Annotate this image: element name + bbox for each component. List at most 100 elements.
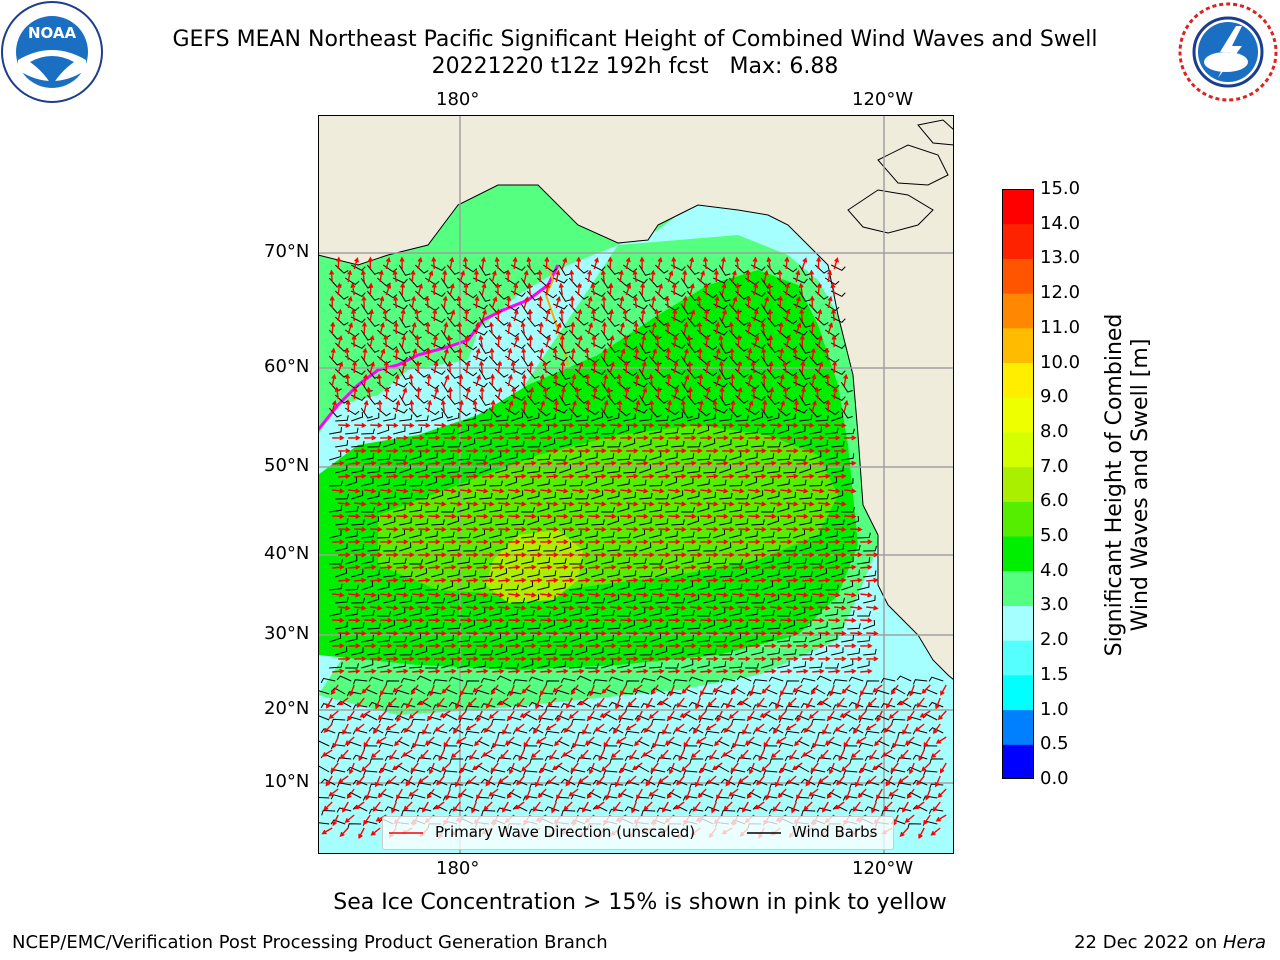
wave-arrow	[504, 736, 515, 746]
wave-arrow	[411, 348, 417, 361]
wave-arrow	[337, 775, 349, 784]
wave-arrow	[460, 513, 473, 519]
wave-arrow	[444, 617, 457, 623]
wind-barb	[641, 809, 656, 816]
wave-arrow	[789, 749, 797, 761]
wind-barb	[351, 290, 366, 298]
wind-barb	[633, 479, 647, 487]
wind-barb	[718, 316, 731, 328]
wind-barb	[761, 610, 775, 617]
wind-barb	[506, 766, 522, 773]
wave-arrow	[492, 513, 505, 519]
wave-arrow	[428, 435, 441, 441]
wave-arrow	[828, 513, 841, 519]
wave-arrow	[865, 723, 877, 731]
wave-arrow	[817, 775, 829, 784]
wind-barb	[729, 662, 743, 669]
wind-barb	[505, 555, 518, 565]
wind-barb	[441, 428, 455, 435]
wave-arrow	[694, 775, 701, 788]
wind-barb	[767, 491, 780, 500]
wave-arrow	[393, 321, 399, 335]
wave-arrow	[458, 399, 464, 413]
wave-arrow	[475, 374, 481, 387]
wave-arrow	[418, 697, 429, 706]
wind-barb	[730, 794, 746, 800]
wave-arrow	[389, 749, 397, 761]
wave-arrow	[559, 308, 565, 322]
wind-barb	[393, 303, 408, 310]
wind-barb	[777, 478, 790, 487]
wave-arrow	[715, 374, 721, 387]
wind-barb	[511, 519, 525, 526]
wave-arrow	[700, 564, 713, 570]
wave-arrow	[666, 373, 672, 387]
wind-barb	[495, 543, 508, 552]
wind-barb	[495, 440, 509, 448]
wind-barb	[688, 701, 704, 708]
wind-barb	[463, 413, 476, 422]
graticule	[318, 115, 954, 854]
wave-arrow	[782, 386, 789, 400]
wave-arrow	[625, 256, 631, 270]
wave-arrow	[363, 736, 371, 748]
wave-arrow	[603, 373, 609, 387]
wave-arrow	[723, 801, 733, 811]
wave-arrow	[775, 697, 781, 710]
wind-barb	[751, 568, 764, 578]
wave-arrow	[636, 788, 643, 800]
wave-arrow	[555, 269, 561, 283]
wind-barb	[640, 728, 656, 734]
wave-arrow	[384, 386, 390, 400]
wave-arrow	[524, 488, 537, 494]
wave-arrow	[810, 684, 819, 695]
wind-barb	[377, 635, 391, 643]
wave-arrow	[402, 605, 415, 611]
wind-barb	[841, 531, 855, 539]
wind-barb	[393, 661, 407, 669]
wind-barb	[527, 623, 541, 630]
wave-arrow	[615, 697, 621, 710]
wave-arrow	[370, 605, 383, 611]
wind-barb	[577, 731, 592, 738]
wind-barb	[591, 490, 604, 500]
wave-arrow	[690, 630, 703, 636]
wave-arrow	[626, 526, 639, 532]
wave-arrow	[483, 723, 493, 733]
wind-barb	[495, 621, 508, 630]
wave-arrow	[601, 321, 608, 335]
wave-arrow	[696, 295, 702, 309]
wave-arrow	[641, 387, 648, 400]
wave-arrow	[812, 643, 825, 649]
wind-barb	[377, 454, 391, 461]
wave-arrow	[459, 270, 465, 283]
wave-arrow	[568, 710, 579, 719]
wave-arrow	[817, 361, 824, 374]
wind-barb	[826, 741, 842, 747]
wave-arrow	[460, 684, 467, 696]
wave-arrow	[705, 723, 717, 731]
wave-arrow	[496, 334, 502, 348]
colorbar-tick-label: 3.0	[1040, 594, 1069, 616]
wave-arrow	[386, 630, 399, 636]
wind-barb	[464, 730, 480, 737]
wind-barb	[473, 504, 486, 513]
wind-barb	[672, 779, 688, 786]
wave-arrow	[377, 399, 383, 413]
wind-barb	[634, 689, 650, 695]
wave-arrow	[443, 321, 449, 335]
wave-arrow	[434, 723, 445, 732]
wind-barb	[441, 478, 454, 487]
wind-barb	[447, 412, 460, 422]
wave-arrow	[619, 321, 625, 335]
wave-arrow	[787, 775, 797, 785]
wave-arrow	[537, 295, 544, 309]
wave-arrow	[642, 656, 655, 662]
wind-barb	[719, 492, 733, 500]
wave-arrow	[546, 473, 559, 479]
wave-arrow	[498, 605, 511, 611]
wind-barb	[719, 542, 732, 552]
wind-barb	[800, 728, 816, 734]
wind-barb	[431, 622, 445, 630]
wave-arrow	[432, 334, 438, 348]
